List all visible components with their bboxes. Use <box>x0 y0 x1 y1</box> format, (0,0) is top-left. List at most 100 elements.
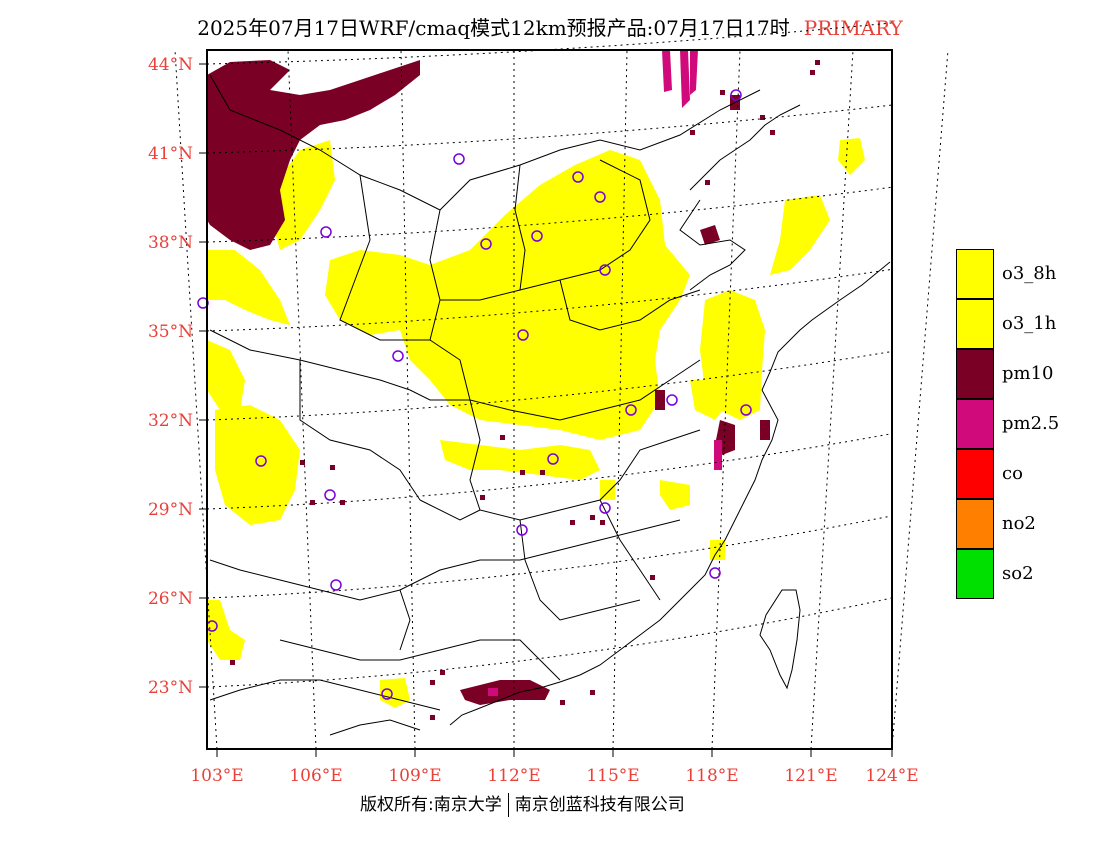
legend-swatch <box>956 499 994 549</box>
latitude-gridline <box>206 515 893 599</box>
pm10-region <box>700 225 720 245</box>
copyright-footer: 版权所有:南京大学 南京创蓝科技有限公司 <box>360 790 685 817</box>
axis-ticks <box>199 63 893 757</box>
o3-region <box>207 250 290 325</box>
latitude-label: 41°N <box>148 144 193 164</box>
pm10-pixel <box>430 715 435 720</box>
latitude-gridline <box>206 186 893 243</box>
o3-region <box>660 480 690 510</box>
pm10-pixel <box>570 520 575 525</box>
longitude-gridline <box>810 49 854 750</box>
latitude-label: 32°N <box>148 411 193 431</box>
latitude-label: 38°N <box>148 233 193 253</box>
station-marker <box>453 153 465 165</box>
legend-label: no2 <box>1002 513 1036 534</box>
longitude-gridline <box>711 49 741 750</box>
o3-region <box>380 678 410 708</box>
taiwan-outline <box>759 589 801 690</box>
pm10-region <box>655 390 665 410</box>
o3-region <box>400 150 690 440</box>
longitude-label: 109°E <box>388 766 441 786</box>
longitude-labels: 103°E 106°E 109°E 112°E 115°E 118°E 121°E 124°E <box>190 766 918 786</box>
map-title: 2025年07月17日WRF/cmaq模式12km预报产品:07月17日17时 P… <box>0 12 1100 41</box>
coastline-north <box>689 104 801 191</box>
pm10-pixel <box>500 435 505 440</box>
province-borders <box>209 74 891 736</box>
pm25-region <box>690 50 698 95</box>
title-tag: PRIMARY <box>803 16 903 40</box>
longitude-label: 112°E <box>487 766 540 786</box>
station-marker <box>381 688 393 700</box>
longitude-label: 103°E <box>190 766 243 786</box>
pm10-pixel <box>650 575 655 580</box>
station-marker <box>709 567 721 579</box>
pm10-pixel <box>770 130 775 135</box>
pm10-pixel <box>815 60 820 65</box>
pm10-pixel <box>230 660 235 665</box>
latitude-gridline <box>206 22 893 65</box>
legend-swatch <box>956 399 994 449</box>
longitude-label: 115°E <box>586 766 639 786</box>
station-marker <box>599 502 611 514</box>
station-marker <box>572 171 584 183</box>
station-marker <box>324 489 336 501</box>
copyright-right: 南京创蓝科技有限公司 <box>514 795 685 815</box>
coastline-bohai <box>679 199 746 291</box>
pm10-region <box>760 420 770 440</box>
pm10-pixel <box>560 700 565 705</box>
station-marker <box>516 524 528 536</box>
pm10-pixel <box>760 115 765 120</box>
pm10-pixel <box>600 520 605 525</box>
pm25-region <box>680 50 690 108</box>
station-marker <box>320 226 332 238</box>
latitude-gridline <box>206 104 893 154</box>
longitude-gridline <box>891 49 949 750</box>
legend-label: co <box>1002 463 1023 484</box>
pm25-region <box>662 50 672 92</box>
station-marker <box>599 264 611 276</box>
legend-label: o3_1h <box>1002 313 1057 334</box>
station-marker <box>740 404 752 416</box>
station-marker <box>392 350 404 362</box>
pm10-pixel <box>480 495 485 500</box>
copyright-left: 版权所有:南京大学 <box>360 795 502 815</box>
latitude-label: 44°N <box>148 55 193 75</box>
longitude-gridline <box>400 49 416 750</box>
pm10-region <box>460 680 550 705</box>
o3-region <box>270 140 335 250</box>
pm10-pixel <box>810 70 815 75</box>
o3-region <box>207 600 245 660</box>
latitude-gridline <box>206 597 893 688</box>
station-marker <box>255 455 267 467</box>
longitude-gridline <box>174 49 218 750</box>
legend-label: pm10 <box>1002 363 1054 384</box>
o3-region <box>600 480 615 500</box>
latitude-label: 35°N <box>148 322 193 342</box>
legend-label: so2 <box>1002 563 1034 584</box>
latitude-gridline <box>206 433 893 510</box>
longitude-label: 121°E <box>784 766 837 786</box>
latitude-label: 29°N <box>148 500 193 520</box>
longitude-gridline <box>287 49 317 750</box>
station-marker <box>730 89 742 101</box>
legend-label: o3_8h <box>1002 263 1057 284</box>
station-marker <box>531 230 543 242</box>
station-marker <box>594 191 606 203</box>
legend-swatch <box>956 249 994 299</box>
pm25-region <box>714 440 722 470</box>
latitude-gridline <box>206 268 893 332</box>
o3-region <box>838 138 865 175</box>
longitude-label: 118°E <box>685 766 738 786</box>
station-marker <box>666 394 678 406</box>
latitude-label: 26°N <box>148 589 193 609</box>
pm10-pixel <box>540 470 545 475</box>
pm10-pixel <box>430 680 435 685</box>
legend-swatch <box>956 549 994 599</box>
pm10-pixel <box>300 460 305 465</box>
footer-divider <box>507 793 509 817</box>
o3-region <box>325 250 430 335</box>
map-frame <box>206 49 893 750</box>
o3-region <box>690 380 730 420</box>
o3-region <box>770 195 830 275</box>
